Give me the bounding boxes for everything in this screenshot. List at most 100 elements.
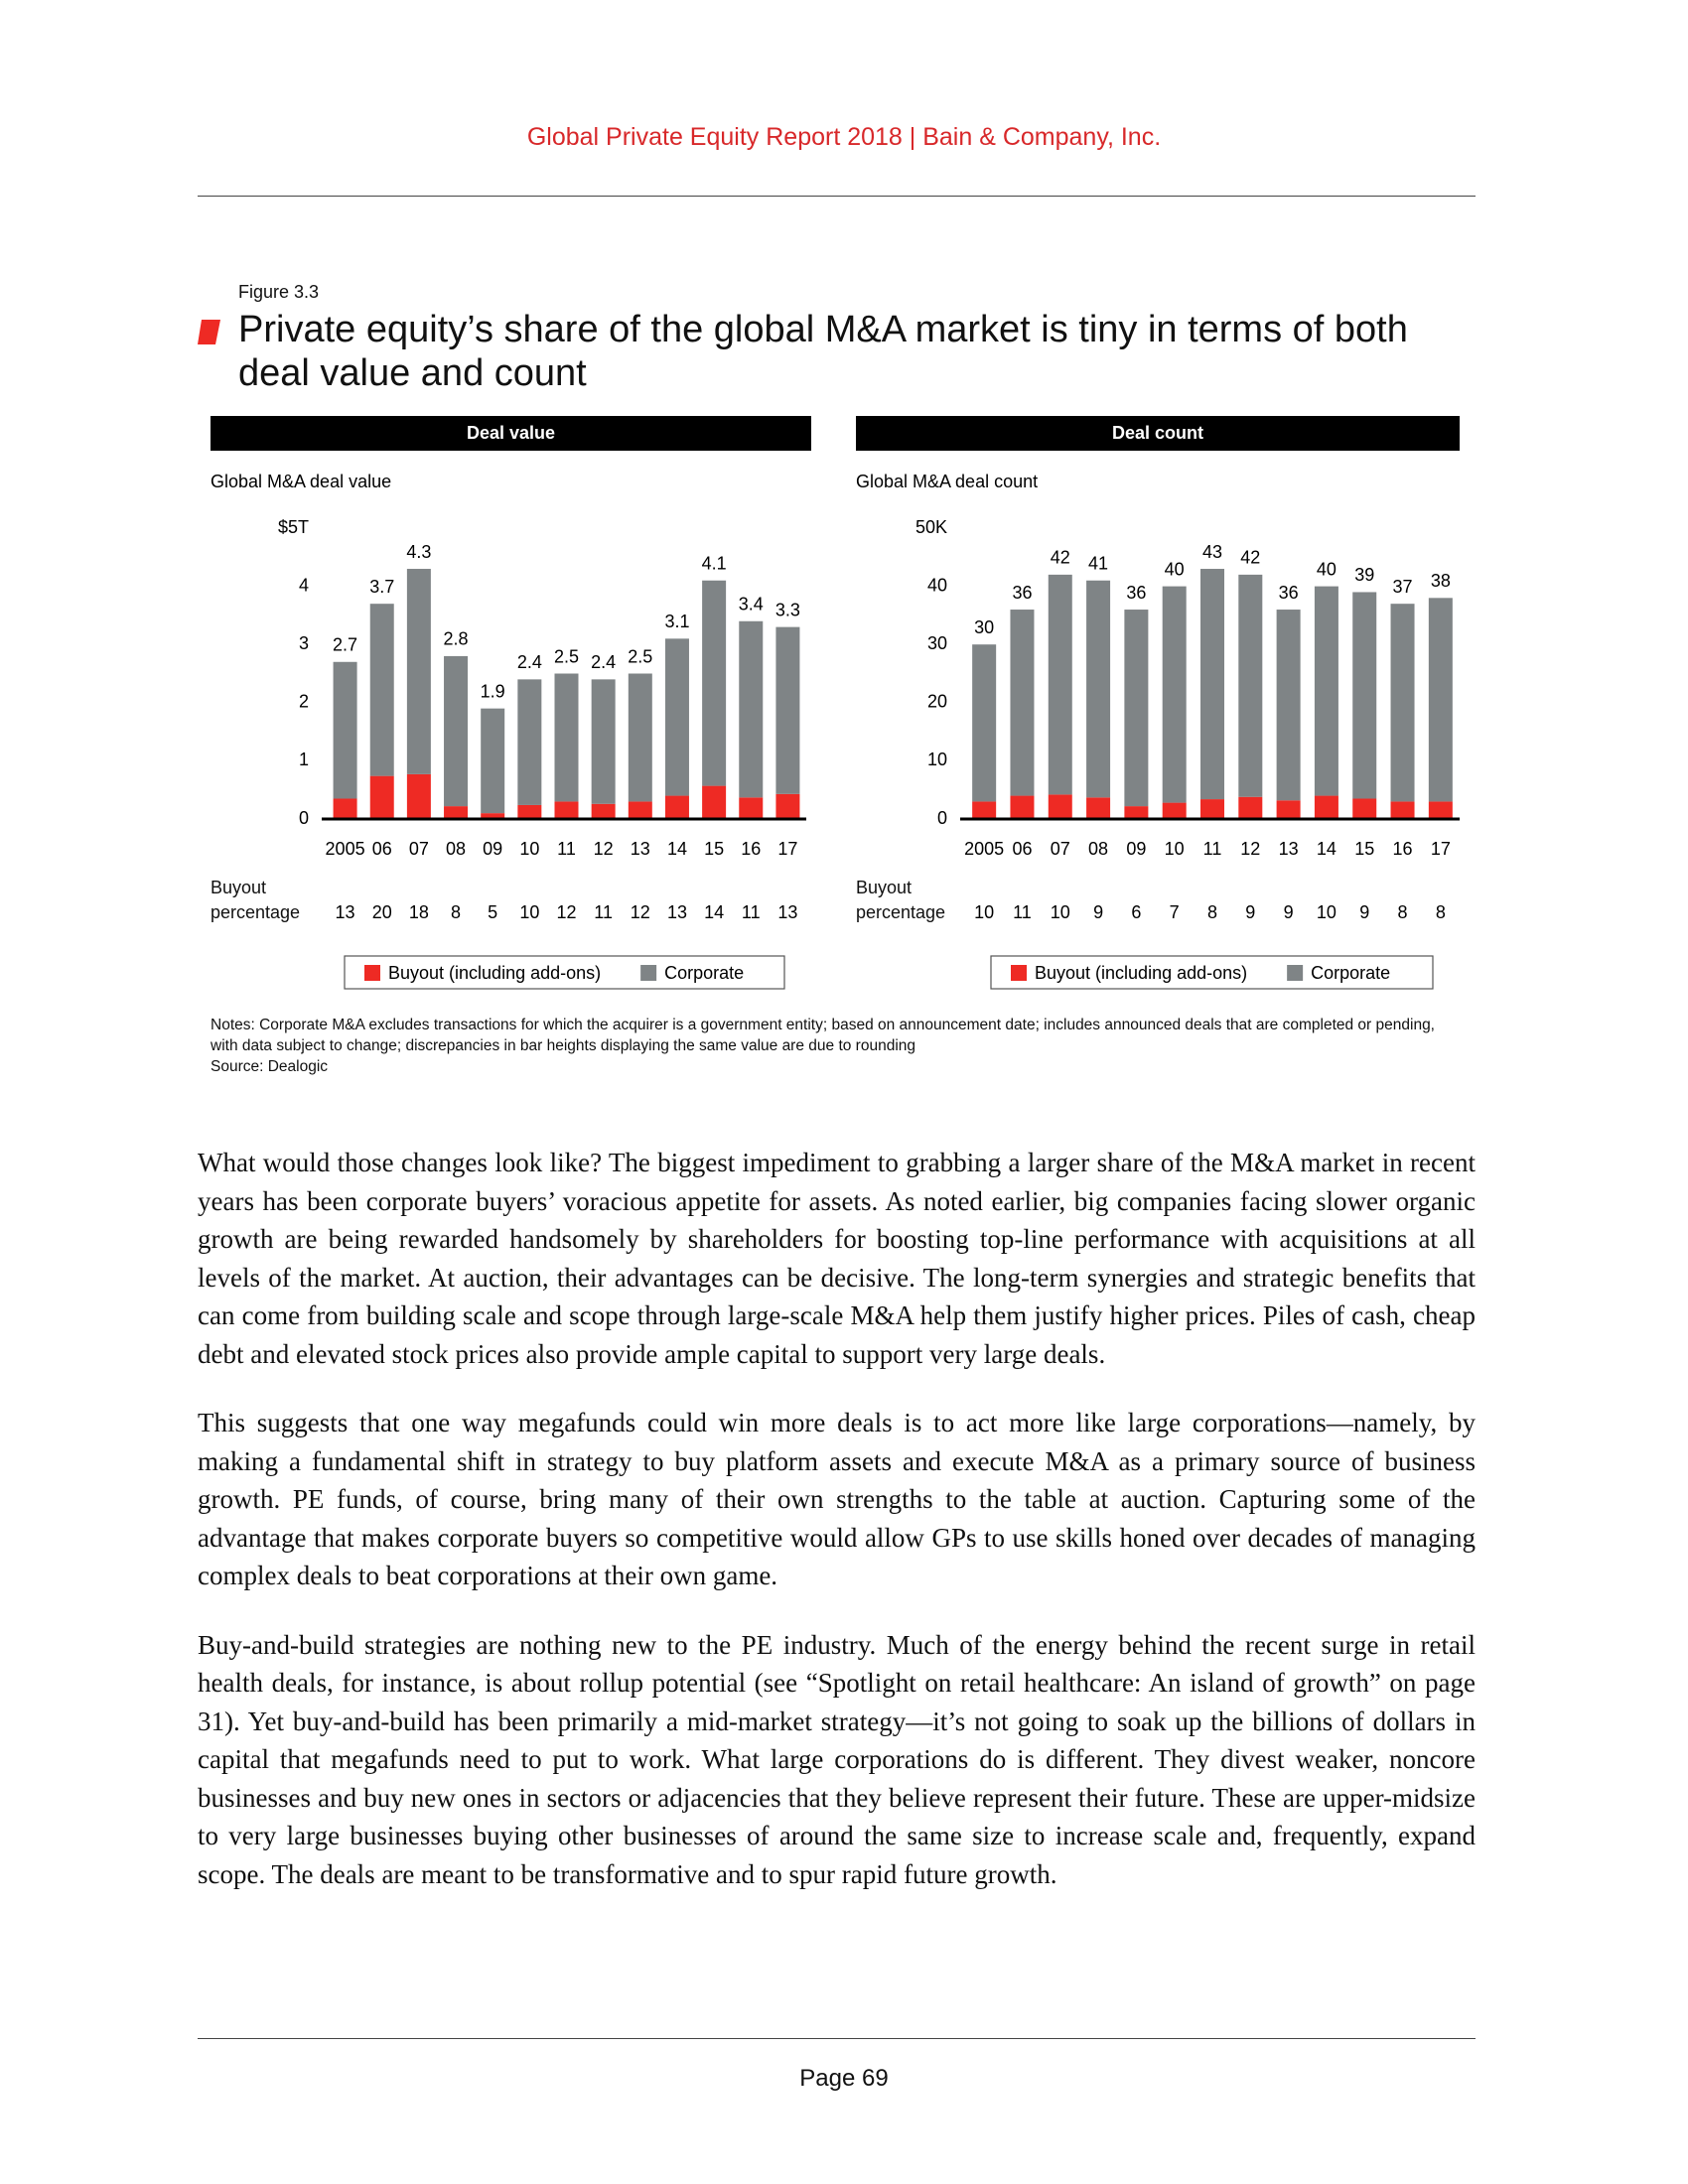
y-axis-label: Global M&A deal count bbox=[856, 472, 1038, 491]
bar-segment bbox=[333, 661, 357, 799]
x-tick-label: 09 bbox=[1126, 839, 1146, 859]
total-label: 36 bbox=[1279, 583, 1299, 603]
buyout-percentage: 11 bbox=[594, 902, 613, 922]
bar-segment bbox=[664, 795, 689, 819]
y-tick-label: $5T bbox=[278, 517, 309, 537]
bar-segment bbox=[1314, 795, 1338, 819]
total-label: 3.1 bbox=[664, 612, 689, 631]
x-tick-label: 12 bbox=[594, 839, 614, 859]
bar-segment bbox=[1352, 592, 1377, 799]
total-label: 3.7 bbox=[369, 577, 394, 597]
y-tick-label: 40 bbox=[927, 575, 947, 595]
bar-segment bbox=[1048, 574, 1072, 795]
buyout-percentage: 8 bbox=[1436, 902, 1446, 922]
total-label: 1.9 bbox=[481, 681, 505, 701]
buyout-percentage: 11 bbox=[742, 902, 761, 922]
bar-segment bbox=[406, 773, 431, 819]
bar-segment bbox=[1124, 610, 1149, 807]
bar-segment bbox=[1010, 795, 1035, 819]
bar-segment bbox=[775, 626, 800, 794]
buyout-percentage: 9 bbox=[1284, 902, 1294, 922]
total-label: 2.8 bbox=[444, 629, 469, 649]
buyout-percentage: 8 bbox=[451, 902, 461, 922]
total-label: 3.4 bbox=[739, 595, 764, 614]
y-tick-label: 3 bbox=[299, 633, 309, 653]
bar-segment bbox=[554, 801, 579, 819]
y-tick-label: 2 bbox=[299, 692, 309, 712]
buyout-percentage: 10 bbox=[1317, 902, 1336, 922]
header-rule bbox=[198, 196, 1476, 197]
chart-title: Deal count bbox=[1112, 423, 1203, 443]
total-label: 3.3 bbox=[775, 600, 800, 619]
total-label: 36 bbox=[1126, 583, 1146, 603]
bar-segment bbox=[554, 673, 579, 802]
x-tick-label: 17 bbox=[777, 839, 797, 859]
y-tick-label: 1 bbox=[299, 750, 309, 769]
bar-segment bbox=[1390, 604, 1415, 802]
x-tick-label: 12 bbox=[1240, 839, 1260, 859]
legend-swatch bbox=[364, 965, 380, 981]
bar-segment bbox=[1390, 801, 1415, 819]
legend-swatch bbox=[640, 965, 657, 981]
bar-segment bbox=[1086, 797, 1111, 819]
bar-segment bbox=[702, 785, 727, 819]
x-tick-label: 15 bbox=[1354, 839, 1374, 859]
total-label: 2.7 bbox=[333, 635, 357, 655]
chart-header bbox=[211, 416, 811, 451]
y-tick-label: 10 bbox=[927, 750, 947, 769]
bar-segment bbox=[591, 803, 616, 819]
buyout-percentage: 10 bbox=[519, 902, 539, 922]
y-tick-label: 20 bbox=[927, 692, 947, 712]
bar-segment bbox=[1162, 586, 1187, 803]
bar-segment bbox=[1352, 798, 1377, 819]
x-tick-label: 09 bbox=[483, 839, 502, 859]
total-label: 42 bbox=[1240, 548, 1260, 568]
paragraph: What would those changes look like? The … bbox=[198, 1148, 1476, 1369]
running-header: Global Private Equity Report 2018 | Bain… bbox=[526, 123, 1162, 151]
x-tick-label: 08 bbox=[446, 839, 466, 859]
total-label: 2.4 bbox=[591, 652, 616, 672]
x-tick-label: 10 bbox=[1165, 839, 1185, 859]
total-label: 38 bbox=[1431, 571, 1451, 591]
x-tick-label: 14 bbox=[667, 839, 687, 859]
legend-swatch bbox=[1287, 965, 1304, 981]
buyout-percentage: 10 bbox=[1051, 902, 1070, 922]
buyout-percentage: 13 bbox=[667, 902, 687, 922]
legend-swatch bbox=[1011, 965, 1027, 981]
y-tick-label: 0 bbox=[937, 808, 947, 828]
bar-segment bbox=[444, 655, 469, 807]
legend-label: Corporate bbox=[1311, 963, 1390, 983]
buyout-percentage: 20 bbox=[372, 902, 392, 922]
bar-segment bbox=[1276, 800, 1301, 819]
bar-segment bbox=[628, 673, 652, 802]
total-label: 39 bbox=[1354, 565, 1374, 585]
bar-segment bbox=[481, 708, 505, 814]
buyout-percentage: 13 bbox=[336, 902, 355, 922]
bar-segment bbox=[1124, 806, 1149, 819]
x-tick-label: 08 bbox=[1088, 839, 1108, 859]
x-tick-label: 07 bbox=[1051, 839, 1070, 859]
buyout-percentage: 10 bbox=[974, 902, 994, 922]
bar-segment bbox=[972, 644, 997, 802]
bar-segment bbox=[628, 801, 652, 819]
bar-segment bbox=[444, 806, 469, 819]
total-label: 36 bbox=[1012, 583, 1032, 603]
total-label: 42 bbox=[1051, 548, 1070, 568]
legend-box bbox=[344, 955, 785, 990]
bar-segment bbox=[406, 569, 431, 774]
bar-segment bbox=[369, 775, 394, 819]
legend-label: Buyout (including add-ons) bbox=[1035, 963, 1247, 983]
total-label: 40 bbox=[1317, 559, 1336, 579]
bar-segment bbox=[591, 679, 616, 804]
bar-segment bbox=[1428, 801, 1453, 819]
buyout-percentage: 7 bbox=[1170, 902, 1180, 922]
y-tick-label: 0 bbox=[299, 808, 309, 828]
x-tick-label: 17 bbox=[1431, 839, 1451, 859]
bar-segment bbox=[1200, 799, 1224, 819]
bar-segment bbox=[1238, 796, 1263, 819]
chart-header bbox=[856, 416, 1460, 451]
bar-segment bbox=[517, 804, 542, 819]
legend-box bbox=[990, 955, 1434, 990]
bar-segment bbox=[1162, 802, 1187, 819]
